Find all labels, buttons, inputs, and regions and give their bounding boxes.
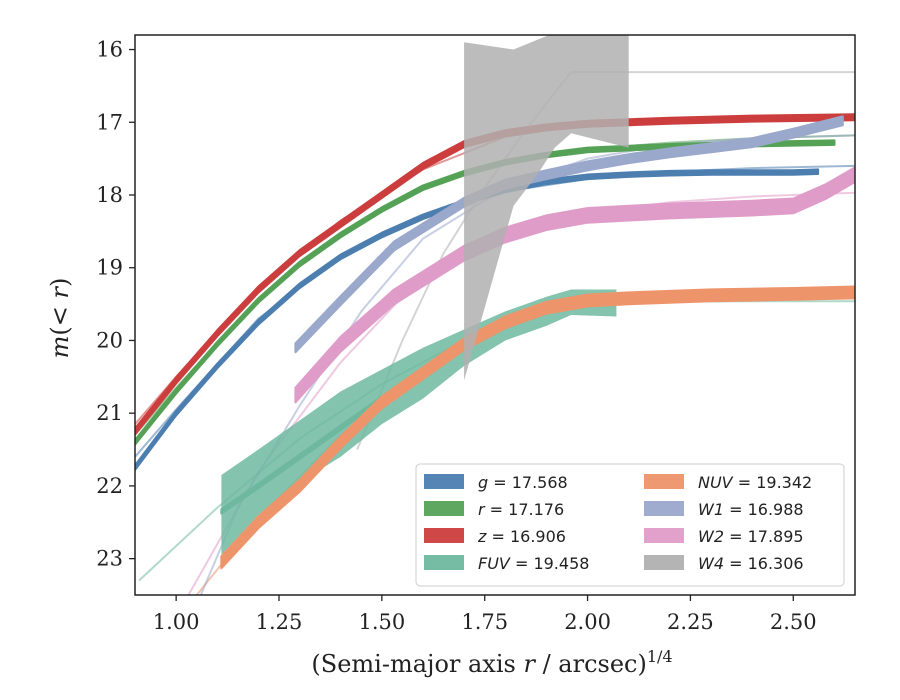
x-tick-label: 1.75 <box>461 610 508 634</box>
legend-label-r: r = 17.176 <box>478 500 564 519</box>
legend-label-fuv: FUV = 19.458 <box>478 554 589 573</box>
series-nuv <box>220 285 855 570</box>
series-w2 <box>294 166 855 404</box>
band-w4 <box>464 35 629 381</box>
x-tick-label: 2.50 <box>770 610 817 634</box>
legend-label-z: z = 16.906 <box>477 527 566 546</box>
legend-label-nuv: NUV = 19.342 <box>698 473 812 492</box>
legend-swatch-r <box>424 501 464 516</box>
legend-swatch-w2 <box>644 528 684 543</box>
y-tick-label: 18 <box>96 183 123 207</box>
x-tick-label: 2.00 <box>564 610 611 634</box>
x-tick-label: 1.25 <box>256 610 303 634</box>
x-tick-label: 2.25 <box>667 610 714 634</box>
legend-label-g: g = 17.568 <box>478 473 568 492</box>
y-tick-label: 19 <box>96 256 123 280</box>
y-tick-label: 20 <box>96 328 123 352</box>
legend-swatch-nuv <box>644 474 684 489</box>
y-tick-label: 16 <box>96 38 123 62</box>
legend-swatch-g <box>424 474 464 489</box>
x-tick-label: 1.50 <box>358 610 405 634</box>
legend-label-w2: W2 = 17.895 <box>698 527 804 546</box>
legend-label-w1: W1 = 16.988 <box>698 500 804 519</box>
legend-swatch-fuv <box>424 555 464 570</box>
y-tick-label: 17 <box>96 110 123 134</box>
legend: g = 17.568 r = 17.176 z = 16.906 FUV = 19.4… <box>415 463 845 587</box>
band-fuv <box>221 289 617 555</box>
x-axis: 1.00 1.25 1.50 1.75 2.00 2.25 2.50 <box>153 595 817 634</box>
y-tick-label: 21 <box>96 401 123 425</box>
legend-swatch-w1 <box>644 501 684 516</box>
legend-swatch-z <box>424 528 464 543</box>
y-axis-label: m(< r) <box>46 278 74 359</box>
y-tick-label: 22 <box>96 474 123 498</box>
plot-area <box>135 35 855 595</box>
legend-label-w4: W4 = 16.306 <box>698 554 804 573</box>
series-r <box>135 139 836 446</box>
y-tick-label: 23 <box>96 547 123 571</box>
plot-frame <box>134 34 856 596</box>
series-z <box>135 113 855 436</box>
x-axis-label: (Semi-major axis r / arcsec)1/4 <box>311 647 672 678</box>
x-tick-label: 1.00 <box>153 610 200 634</box>
series-g <box>135 168 820 471</box>
legend-swatch-w4 <box>644 555 684 570</box>
y-axis: 16 17 18 19 20 21 22 23 <box>96 38 135 571</box>
legend-box <box>415 463 845 587</box>
